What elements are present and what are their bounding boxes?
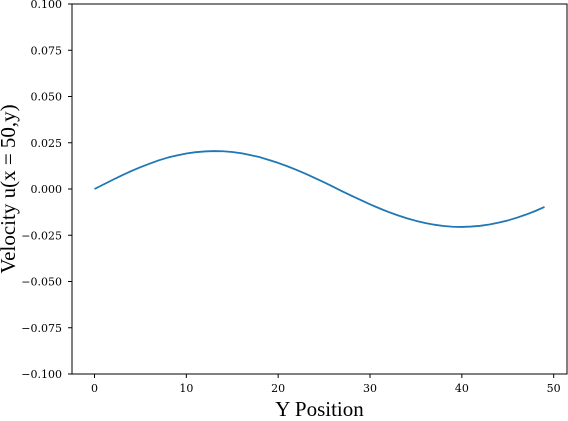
x-tick-label: 30 (363, 382, 377, 395)
x-axis-title: Y Position (275, 397, 364, 421)
plot-frame (71, 3, 568, 375)
x-tick-label: 0 (91, 382, 98, 395)
series-line-0 (94, 150, 545, 228)
y-tick-label: −0.050 (21, 276, 62, 289)
x-axis: 0 10 20 30 40 50 (91, 374, 561, 395)
y-axis: −0.100 −0.075 −0.050 −0.025 0.000 0.025 0.050 0… (21, 0, 72, 381)
y-tick-label: 0.100 (31, 0, 63, 11)
x-tick-label: 10 (179, 382, 193, 395)
y-tick-label: −0.075 (21, 322, 62, 335)
x-tick-label: 20 (271, 382, 285, 395)
series-layer (94, 150, 545, 228)
y-tick-label: 0.000 (31, 183, 63, 196)
y-axis-title: Velocity u(x = 50,y) (0, 104, 20, 273)
y-tick-label: −0.100 (21, 368, 62, 381)
x-tick-label: 40 (455, 382, 469, 395)
y-tick-label: 0.025 (31, 137, 63, 150)
y-tick-label: −0.025 (21, 229, 62, 242)
y-tick-label: 0.050 (31, 91, 63, 104)
y-tick-label: 0.075 (31, 44, 63, 57)
plot-area (71, 3, 568, 375)
x-tick-label: 50 (547, 382, 561, 395)
